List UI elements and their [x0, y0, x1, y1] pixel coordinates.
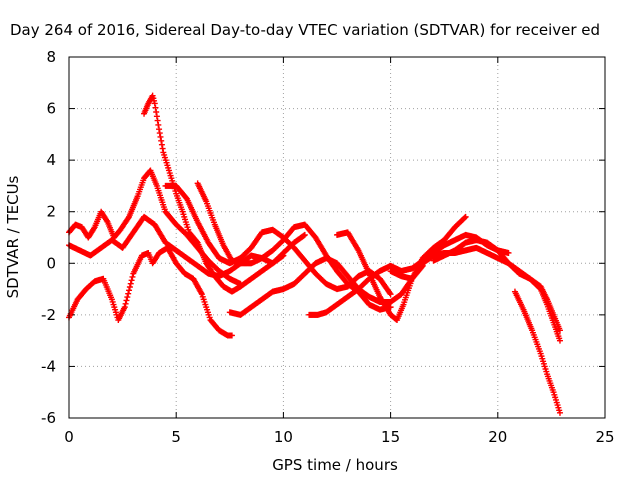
- x-tick-label: 15: [381, 428, 400, 446]
- data-point: [462, 213, 469, 220]
- x-tick-label: 0: [64, 428, 74, 446]
- data-point: [152, 104, 159, 111]
- data-point: [505, 249, 512, 256]
- data-point: [123, 297, 130, 304]
- series-arc-9: [334, 213, 469, 324]
- data-point: [153, 109, 160, 116]
- y-tick-label: -4: [41, 357, 56, 375]
- data-point: [556, 327, 563, 334]
- data-point: [156, 130, 163, 137]
- data-point: [90, 225, 97, 232]
- data-point: [386, 290, 393, 297]
- x-tick-label: 20: [488, 428, 507, 446]
- data-point: [155, 121, 162, 128]
- data-point: [153, 113, 160, 120]
- series-arc-10: [387, 244, 563, 344]
- series-arc-1: [66, 244, 235, 339]
- data-point: [125, 290, 132, 297]
- data-point: [126, 284, 133, 291]
- y-tick-label: 4: [46, 151, 56, 169]
- data-point: [301, 231, 308, 238]
- data-point: [129, 273, 136, 280]
- y-tick-label: 2: [46, 203, 56, 221]
- y-axis-label: SDTVAR / TECUs: [4, 175, 22, 298]
- data-point: [122, 300, 129, 307]
- x-tick-label: 10: [274, 428, 293, 446]
- y-tick-label: 8: [46, 48, 56, 66]
- x-tick-label: 5: [171, 428, 181, 446]
- data-point: [387, 291, 394, 298]
- data-point: [128, 277, 135, 284]
- data-point: [124, 294, 131, 301]
- data-point: [154, 117, 161, 124]
- data-point: [126, 287, 133, 294]
- data-point: [103, 217, 110, 224]
- tick-layer: 0 5 10 15 20 25 -6 -4 -2 0 2 4 6 8: [41, 48, 615, 446]
- data-point: [121, 304, 128, 311]
- series-arc-11: [430, 237, 563, 334]
- data-point: [158, 141, 165, 148]
- series-arc-7: [226, 255, 426, 318]
- series-arc-4: [141, 92, 308, 295]
- y-tick-label: 6: [46, 100, 56, 118]
- y-tick-label: -2: [41, 306, 56, 324]
- points-layer: [66, 92, 563, 416]
- x-axis-label: GPS time / hours: [272, 456, 398, 474]
- chart-title: Day 264 of 2016, Sidereal Day-to-day VTE…: [10, 21, 600, 39]
- x-tick-label: 25: [595, 428, 614, 446]
- data-point: [556, 409, 563, 416]
- data-point: [228, 332, 235, 339]
- series-arc-2: [66, 167, 244, 287]
- series-arc-12: [511, 288, 563, 416]
- y-tick-label: 0: [46, 254, 56, 272]
- data-point: [157, 133, 164, 140]
- series-arc-6: [194, 180, 394, 313]
- data-point: [127, 280, 134, 287]
- data-point: [461, 214, 468, 221]
- data-point: [156, 126, 163, 133]
- data-point: [158, 137, 165, 144]
- data-point: [125, 215, 132, 222]
- y-tick-label: -6: [41, 409, 56, 427]
- plot-frame: [68, 56, 606, 419]
- data-point: [159, 145, 166, 152]
- data-point: [556, 337, 563, 344]
- data-point: [151, 100, 158, 107]
- series-arc-8: [306, 231, 512, 318]
